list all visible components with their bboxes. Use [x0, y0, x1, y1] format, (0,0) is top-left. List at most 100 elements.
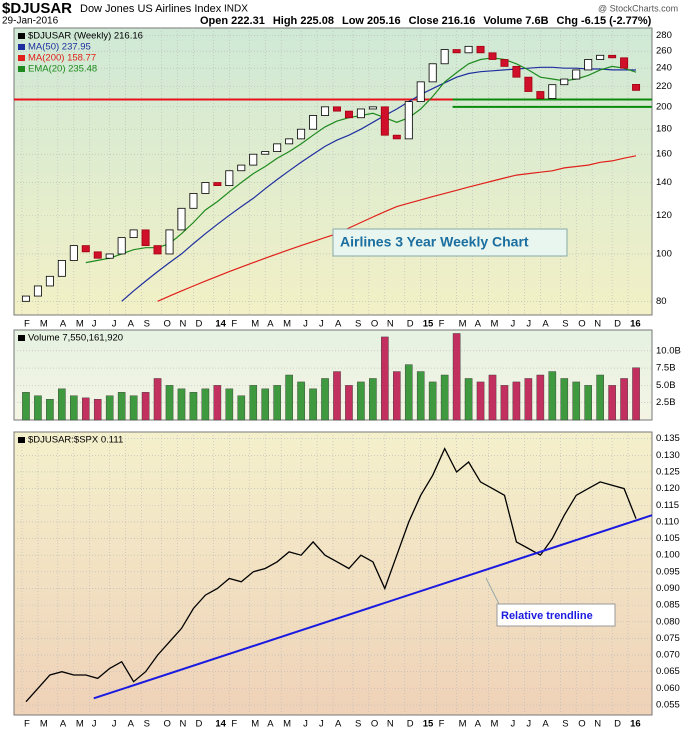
x-tick-label: F: [439, 319, 445, 330]
y-tick-label: 120: [656, 210, 672, 221]
legend-entry: EMA(20) 235.48: [28, 64, 97, 75]
exchange: INDX: [224, 4, 248, 15]
volume-bar: [22, 392, 30, 421]
y-tick-label: 0.120: [656, 483, 680, 494]
x-tick-label: 15: [423, 719, 434, 730]
candle: [249, 153, 258, 166]
x-tick-label: M: [40, 719, 48, 730]
x-tick-label: A: [267, 319, 274, 330]
y-tick-label: 0.100: [656, 550, 680, 561]
x-tick-label: D: [195, 319, 202, 330]
volume-bar: [596, 374, 604, 421]
volume-bar: [105, 395, 114, 421]
candle: [488, 52, 497, 60]
volume-bar: [404, 364, 413, 421]
callout-pointer: [485, 577, 501, 607]
x-tick-label: J: [303, 719, 308, 730]
legend-swatch: [18, 44, 25, 50]
x-tick-label: N: [387, 719, 394, 730]
x-tick-label: A: [475, 319, 482, 330]
volume-bar: [500, 385, 509, 421]
quote-item: High 225.08: [273, 15, 334, 27]
volume-bar: [213, 385, 222, 421]
legend-entry: $DJUSAR (Weekly) 216.16: [28, 31, 143, 42]
volume-bar: [548, 371, 557, 421]
legend-swatch: [18, 55, 25, 61]
y-tick-label: 0.110: [656, 516, 679, 527]
x-tick-label: O: [578, 319, 585, 330]
x-tick-label: N: [179, 719, 186, 730]
volume-bar: [81, 397, 90, 421]
volume-bar: [34, 395, 42, 421]
candle: [368, 106, 377, 110]
x-tick-label: J: [112, 719, 117, 730]
y-tick-label: 0.085: [656, 600, 680, 611]
quote-item: Chg -6.15 (-2.77%): [557, 15, 652, 27]
y-tick-label: 80: [656, 296, 667, 307]
volume-bar: [225, 388, 234, 421]
candle: [416, 81, 425, 103]
x-tick-label: M: [251, 319, 259, 330]
x-tick-label: J: [526, 719, 531, 730]
y-tick-label: 140: [656, 177, 672, 188]
x-tick-label: D: [195, 719, 202, 730]
moving-average: [121, 66, 637, 302]
y-tick-label: 0.135: [656, 433, 680, 444]
volume-bar: [440, 374, 449, 421]
x-tick-label: 16: [630, 719, 641, 730]
x-tick-label: J: [112, 319, 117, 330]
x-tick-label: S: [355, 719, 361, 730]
candle: [620, 57, 629, 69]
x-tick-label: J: [526, 319, 531, 330]
volume-bar: [177, 388, 186, 421]
y-tick-label: 260: [656, 46, 672, 57]
x-tick-label: O: [371, 719, 378, 730]
x-tick-label: D: [407, 719, 414, 730]
x-tick-label: M: [283, 719, 291, 730]
x-tick-label: A: [60, 719, 67, 730]
candle: [273, 143, 282, 152]
x-tick-label: 14: [215, 319, 226, 330]
x-tick-label: D: [614, 719, 621, 730]
volume-bar: [333, 371, 341, 421]
y-tick-label: 0.080: [656, 616, 680, 627]
volume-bar: [201, 388, 210, 421]
x-tick-label: S: [144, 319, 150, 330]
volume-bar: [309, 388, 317, 421]
candle: [309, 115, 318, 130]
legend-entry: $DJUSAR:$SPX 0.111: [28, 435, 123, 446]
y-tick-label: 220: [656, 81, 672, 92]
y-tick-label: 5.0B: [656, 380, 676, 391]
volume-bar: [476, 381, 485, 421]
ratio-line: [25, 447, 637, 703]
candle: [81, 245, 90, 253]
x-tick-label: A: [542, 319, 549, 330]
candle: [225, 170, 234, 186]
candle: [105, 253, 114, 259]
x-tick-label: 15: [423, 319, 434, 330]
y-tick-label: 0.125: [656, 466, 680, 477]
volume-bar: [297, 381, 305, 421]
moving-average: [157, 155, 637, 302]
quote: Open 222.31 High 225.08 Low 205.16 Close 21…: [200, 15, 652, 27]
index-name: Dow Jones US Airlines Index: [80, 3, 222, 15]
volume-bar: [381, 336, 389, 421]
x-tick-label: S: [144, 719, 150, 730]
volume-bar: [249, 385, 258, 421]
x-tick-label: A: [335, 719, 342, 730]
legend-entry: Volume 7,550,161,920: [28, 333, 123, 344]
x-tick-label: M: [76, 319, 84, 330]
volume-bar: [393, 371, 401, 421]
candle: [404, 101, 413, 140]
x-tick-label: A: [475, 719, 482, 730]
candle: [261, 151, 270, 155]
candle: [285, 138, 294, 145]
x-tick-label: M: [283, 319, 291, 330]
credit: @ StockCharts.com: [598, 3, 678, 13]
x-tick-label: M: [40, 319, 48, 330]
x-tick-label: N: [594, 319, 601, 330]
volume-bar: [273, 385, 281, 421]
volume-bar: [285, 374, 293, 421]
candle: [584, 59, 593, 71]
volume-bar: [524, 378, 533, 421]
